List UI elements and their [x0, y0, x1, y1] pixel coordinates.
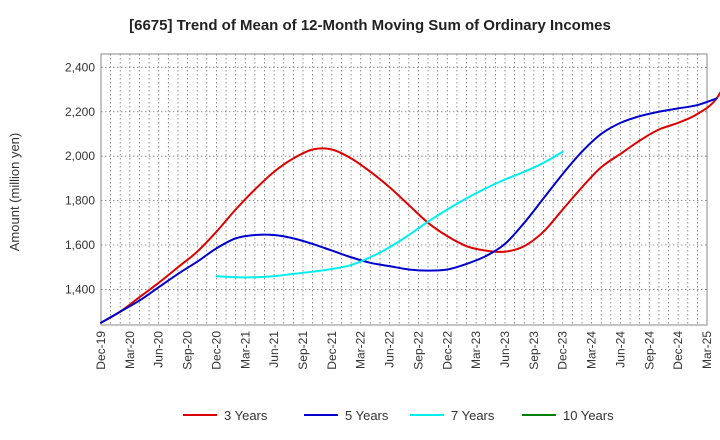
series-line-3-years	[100, 91, 720, 324]
x-tick-label: Jun-24	[613, 331, 627, 368]
y-axis-label: Amount (million yen)	[7, 133, 22, 252]
legend-label: 5 Years	[345, 408, 389, 423]
x-tick-label: Sep-21	[296, 331, 310, 370]
y-tick-label: 1,800	[65, 194, 95, 208]
y-tick-label: 2,200	[65, 105, 95, 119]
x-axis-ticks: Dec-19 Mar-20 Jun-20 Sep-20 Dec-20 Mar-21 Jun-…	[94, 331, 714, 370]
legend-item: 10 Years	[522, 408, 614, 423]
x-tick-label: Sep-23	[527, 331, 541, 370]
legend-label: 3 Years	[224, 408, 268, 423]
y-tick-label: 1,600	[65, 238, 95, 252]
legend-item: 7 Years	[410, 408, 495, 423]
series-lines	[100, 91, 720, 324]
legend: 3 Years 5 Years 7 Years 10 Years	[183, 408, 614, 423]
x-tick-label: Mar-22	[354, 331, 368, 369]
x-tick-label: Mar-25	[700, 331, 714, 369]
y-tick-label: 1,400	[65, 282, 95, 296]
series-line-5-years	[100, 97, 718, 324]
x-tick-label: Dec-19	[94, 331, 108, 370]
x-tick-label: Dec-21	[325, 331, 339, 370]
x-tick-label: Mar-24	[585, 331, 599, 369]
x-tick-label: Sep-20	[181, 331, 195, 370]
legend-item: 5 Years	[304, 408, 389, 423]
x-tick-label: Mar-20	[123, 331, 137, 369]
x-tick-label: Dec-20	[209, 331, 223, 370]
x-tick-label: Sep-24	[642, 331, 656, 370]
x-tick-label: Jun-23	[498, 331, 512, 368]
x-tick-label: Dec-24	[671, 331, 685, 370]
x-tick-label: Dec-22	[440, 331, 454, 370]
x-tick-label: Sep-22	[411, 331, 425, 370]
y-tick-label: 2,400	[65, 60, 95, 74]
plot-area	[100, 53, 708, 326]
chart-title: [6675] Trend of Mean of 12-Month Moving …	[129, 17, 611, 34]
x-tick-label: Dec-23	[556, 331, 570, 370]
x-tick-label: Jun-20	[152, 331, 166, 368]
x-tick-label: Jun-22	[383, 331, 397, 368]
legend-label: 10 Years	[563, 408, 614, 423]
legend-label: 7 Years	[451, 408, 495, 423]
legend-item: 3 Years	[183, 408, 268, 423]
series-line-7-years	[215, 150, 564, 279]
x-tick-label: Mar-21	[238, 331, 252, 369]
x-tick-label: Jun-21	[267, 331, 281, 368]
y-tick-label: 2,000	[65, 149, 95, 163]
y-axis-ticks: 1,400 1,600 1,800 2,000 2,200 2,400	[65, 60, 95, 296]
grid	[101, 54, 707, 325]
x-tick-label: Mar-23	[469, 331, 483, 369]
